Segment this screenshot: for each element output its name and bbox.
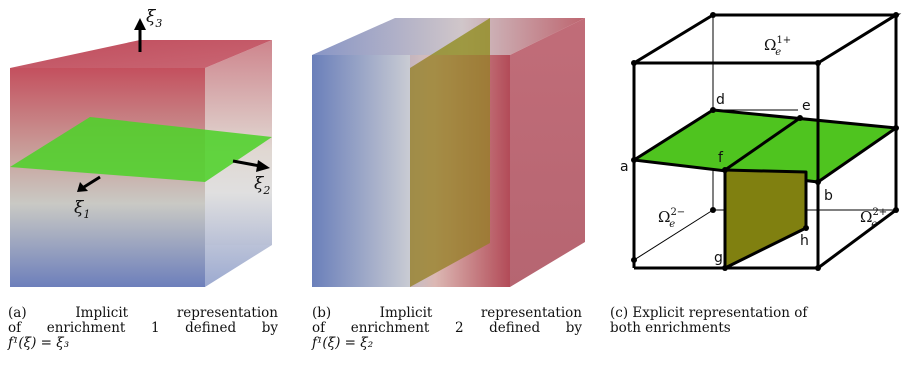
- xi1-label: ξ1: [74, 198, 90, 221]
- cube-b-side-face: [510, 18, 585, 287]
- caption-c-line-2: both enrichments: [610, 320, 731, 336]
- caption-b: (b) Implicit representation of enrichmen…: [312, 306, 582, 351]
- panel-b-implicit-enrichment-2: [300, 0, 600, 300]
- point-label-a: a: [620, 159, 629, 175]
- plane-xi3-zero: [10, 117, 272, 182]
- cube-b-top-face: [312, 18, 585, 55]
- xi3-arrow-icon: [134, 18, 146, 52]
- cube-a-front-face: [10, 68, 205, 287]
- point-label-e: e: [802, 98, 811, 114]
- point-label-f: f: [718, 150, 724, 166]
- caption-a-line-2: of enrichment 1 defined by: [8, 320, 278, 336]
- xi2-label: ξ2: [254, 174, 270, 197]
- xi3-label: ξ3: [146, 7, 162, 30]
- cube-a-top-face: [10, 40, 272, 68]
- point-label-d: d: [716, 92, 725, 108]
- cube-b-figure: [312, 18, 585, 287]
- cube-a-figure: ξ3 ξ2 ξ1: [10, 7, 272, 287]
- point-label-h: h: [800, 233, 809, 249]
- caption-c: (c) Explicit representation of both enri…: [610, 306, 850, 336]
- region-label-left: Ω2− e: [658, 207, 685, 230]
- caption-a-line-3: f¹(ξ̄) = ξ₃: [8, 335, 70, 351]
- plane-xi2-zero: [410, 18, 490, 287]
- region-label-top: Ω1+ e: [764, 35, 791, 58]
- caption-b-line-3: f¹(ξ̄) = ξ₂: [312, 335, 374, 351]
- cube-b-front-overlay: [410, 55, 510, 287]
- point-label-b: b: [824, 188, 833, 204]
- cube-c-wireframe: a b d e f g h Ω1+ e Ω2− e Ω2+ e: [620, 12, 902, 271]
- caption-c-line-1: (c) Explicit representation of: [610, 305, 808, 321]
- caption-b-line-1: (b) Implicit representation: [312, 305, 582, 321]
- panel-c-explicit-representation: a b d e f g h Ω1+ e Ω2− e Ω2+ e: [608, 0, 904, 300]
- plane-divider-ef: [724, 116, 801, 172]
- vertex-dots: [631, 12, 899, 271]
- region-label-right: Ω2+ e: [860, 207, 887, 230]
- caption-a-line-1: (a) Implicit representation: [8, 305, 278, 321]
- xi1-arrow-icon: [77, 175, 101, 192]
- caption-a: (a) Implicit representation of enrichmen…: [8, 306, 278, 351]
- point-label-g: g: [714, 250, 723, 266]
- panel-a-implicit-enrichment-1: ξ3 ξ2 ξ1: [0, 0, 290, 300]
- xi2-arrow-icon: [232, 159, 270, 172]
- caption-b-line-2: of enrichment 2 defined by: [312, 320, 582, 336]
- vertical-enrichment-plane: [723, 168, 808, 270]
